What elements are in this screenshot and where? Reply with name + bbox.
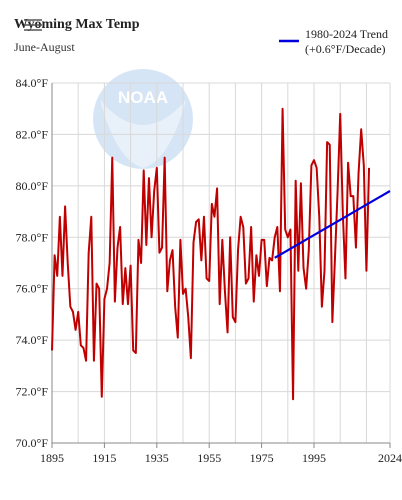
y-tick-label: 72.0°F <box>16 385 49 399</box>
x-tick-label: 1995 <box>302 451 326 465</box>
noaa-logo-text: NOAA <box>118 88 168 107</box>
y-tick-label: 74.0°F <box>16 333 49 347</box>
x-tick-label: 1975 <box>250 451 274 465</box>
y-tick-label: 76.0°F <box>16 282 49 296</box>
chart-subtitle: June-August <box>14 40 75 54</box>
y-tick-label: 82.0°F <box>16 127 49 141</box>
max-temp-series-line <box>51 107 371 401</box>
series <box>51 107 391 401</box>
legend-trend-sublabel: (+0.6°F/Decade) <box>305 42 386 56</box>
y-tick-label: 78.0°F <box>16 230 49 244</box>
x-tick-label: 1915 <box>92 451 116 465</box>
trend-line <box>274 190 391 259</box>
legend: 1980-2024 Trend (+0.6°F/Decade) <box>279 27 388 56</box>
x-tick-label: 1895 <box>40 451 64 465</box>
legend-trend-label: 1980-2024 Trend <box>305 27 388 41</box>
x-tick-label: 1935 <box>145 451 169 465</box>
x-tick-label: 2024 <box>378 451 402 465</box>
chart-title: Wyoming Max Temp <box>14 17 140 32</box>
y-tick-label: 70.0°F <box>16 436 49 450</box>
axes <box>51 83 391 448</box>
x-tick-label: 1955 <box>197 451 221 465</box>
noaa-logo-icon: NOAA <box>93 69 193 169</box>
hamburger-menu-icon[interactable] <box>22 16 44 32</box>
y-tick-label: 80.0°F <box>16 179 49 193</box>
y-tick-label: 84.0°F <box>16 76 49 90</box>
tick-labels: 70.0°F 72.0°F 74.0°F 76.0°F 78.0°F 80.0°F 82.0… <box>16 76 402 465</box>
